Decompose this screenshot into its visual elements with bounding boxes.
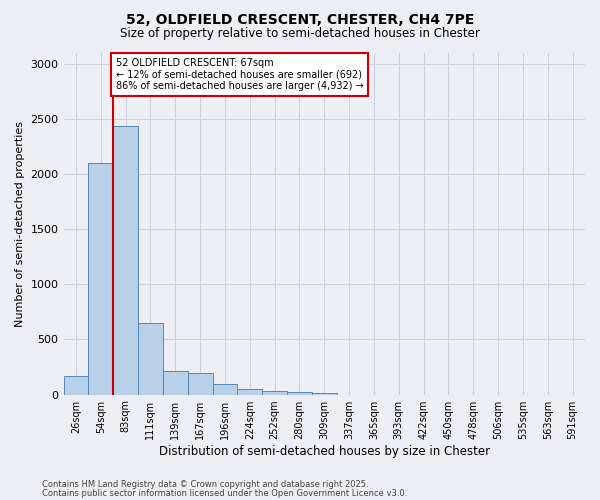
Text: Size of property relative to semi-detached houses in Chester: Size of property relative to semi-detach… xyxy=(120,28,480,40)
Bar xyxy=(262,392,287,394)
Text: 52, OLDFIELD CRESCENT, CHESTER, CH4 7PE: 52, OLDFIELD CRESCENT, CHESTER, CH4 7PE xyxy=(126,12,474,26)
Bar xyxy=(212,384,238,394)
Bar xyxy=(188,372,212,394)
Text: Contains HM Land Registry data © Crown copyright and database right 2025.: Contains HM Land Registry data © Crown c… xyxy=(42,480,368,489)
Bar xyxy=(138,323,163,394)
Text: Contains public sector information licensed under the Open Government Licence v3: Contains public sector information licen… xyxy=(42,489,407,498)
Bar xyxy=(88,163,113,394)
Y-axis label: Number of semi-detached properties: Number of semi-detached properties xyxy=(15,120,25,326)
Bar xyxy=(113,126,138,394)
Bar xyxy=(64,376,88,394)
Bar xyxy=(238,389,262,394)
Bar xyxy=(287,392,312,394)
Text: 52 OLDFIELD CRESCENT: 67sqm
← 12% of semi-detached houses are smaller (692)
86% : 52 OLDFIELD CRESCENT: 67sqm ← 12% of sem… xyxy=(116,58,364,91)
X-axis label: Distribution of semi-detached houses by size in Chester: Distribution of semi-detached houses by … xyxy=(159,444,490,458)
Bar xyxy=(163,372,188,394)
